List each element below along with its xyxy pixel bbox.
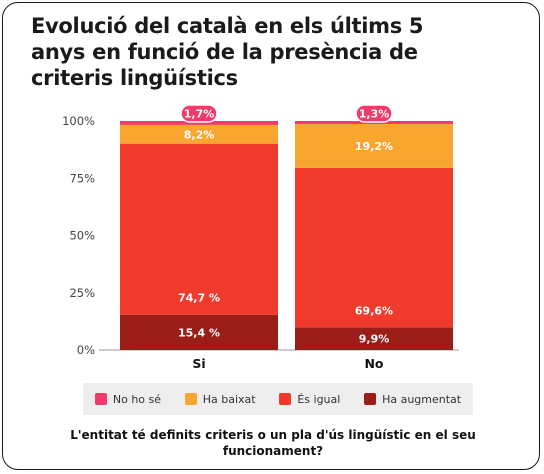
chart-title: Evolució del català en els últims 5 anys… [31, 14, 424, 90]
x-category-label: Si [192, 356, 205, 371]
legend-swatch [94, 393, 107, 405]
y-tick-label: 75% [69, 171, 95, 185]
y-tick-label: 50% [69, 229, 95, 243]
data-label: 8,2% [184, 128, 215, 141]
bar-segment [120, 143, 278, 315]
legend: No ho sé Ha baixat És igual Ha augmentat [83, 383, 473, 415]
bar-segment [295, 123, 453, 168]
data-label: 1,3% [359, 108, 390, 121]
data-label: 74,7 % [178, 292, 220, 305]
y-tick-label: 100% [62, 114, 95, 128]
bar-segment [295, 167, 453, 328]
stacked-bar-chart: 0% 25% 50% 75% 100% 15,4 % 74,7 % 8,2% 1,7% Si 9,9… [62, 104, 459, 371]
data-label: 69,6% [355, 304, 393, 317]
legend-swatch [279, 393, 292, 405]
y-tick-label: 0% [77, 343, 95, 357]
bar-segment [120, 121, 278, 125]
legend-label: No ho sé [112, 392, 162, 406]
legend-label: Ha baixat [202, 392, 256, 406]
y-tick-label: 25% [69, 286, 95, 300]
legend-label: És igual [297, 392, 341, 406]
bar-segment [120, 314, 278, 350]
data-label: 1,7% [184, 108, 215, 121]
data-label: 9,9% [359, 333, 390, 346]
legend-item-ha-augmentat: Ha augmentat [364, 393, 461, 406]
legend-item-no-ho-se: No ho sé [94, 392, 162, 406]
legend-label: Ha augmentat [382, 392, 462, 406]
legend-item-ha-baixat: Ha baixat [184, 392, 256, 406]
legend-item-es-igual: És igual [279, 393, 340, 406]
legend-swatch [364, 393, 377, 405]
bar-segment [120, 124, 278, 144]
data-label-pill [180, 104, 218, 123]
data-label-pill [355, 104, 393, 123]
data-label: 19,2% [355, 140, 393, 153]
legend-swatch [184, 393, 197, 405]
x-axis-question: L'entitat té definits criteris o un pla … [70, 428, 476, 458]
bar-segment [295, 327, 453, 350]
data-label: 15,4 % [178, 326, 220, 339]
chart-card: Evolució del català en els últims 5 anys… [2, 2, 540, 470]
x-category-label: No [364, 356, 383, 371]
